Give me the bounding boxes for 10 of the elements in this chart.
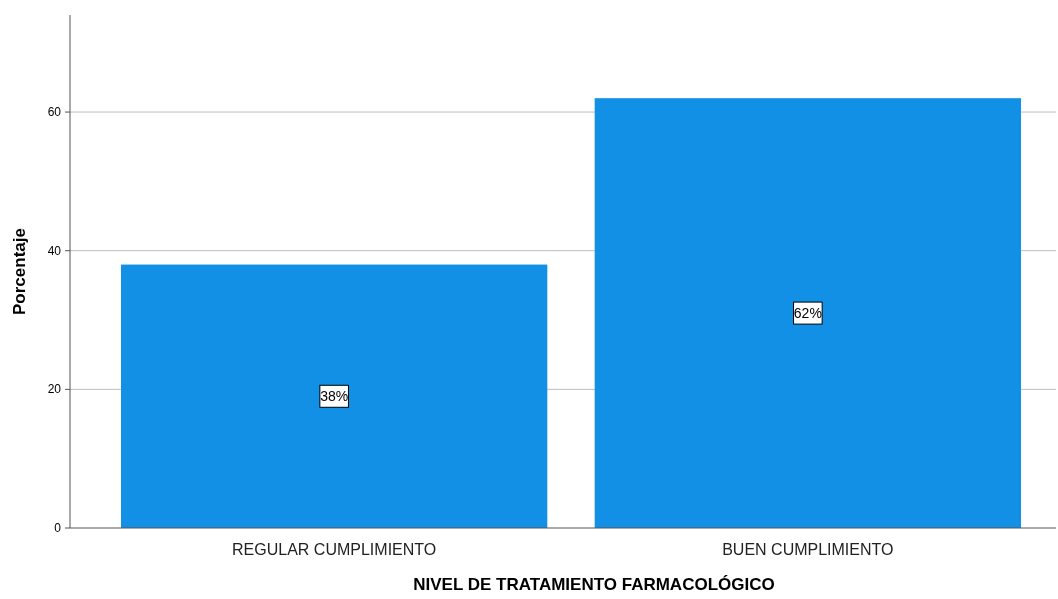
- x-tick-label: REGULAR CUMPLIMIENTO: [232, 541, 437, 558]
- y-tick-label: 40: [47, 243, 62, 258]
- data-label: 62%: [793, 305, 822, 322]
- y-tick-label: 20: [47, 382, 62, 397]
- data-label: 38%: [320, 388, 349, 405]
- y-tick-label: 0: [54, 521, 62, 535]
- x-axis-title: NIVEL DE TRATAMIENTO FARMACOLÓGICO: [413, 575, 775, 594]
- x-tick-label: BUEN CUMPLIMIENTO: [722, 541, 894, 558]
- y-axis-title: Porcentaje: [10, 228, 29, 315]
- y-tick-label: 60: [47, 105, 62, 120]
